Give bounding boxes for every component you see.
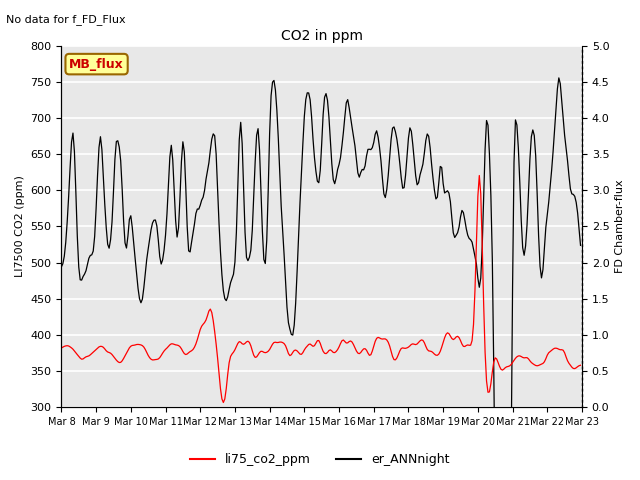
Text: No data for f_FD_Flux: No data for f_FD_Flux — [6, 14, 126, 25]
Legend: li75_co2_ppm, er_ANNnight: li75_co2_ppm, er_ANNnight — [186, 448, 454, 471]
Y-axis label: FD Chamber-flux: FD Chamber-flux — [615, 180, 625, 273]
Text: MB_flux: MB_flux — [69, 58, 124, 71]
Title: CO2 in ppm: CO2 in ppm — [281, 29, 363, 43]
Y-axis label: LI7500 CO2 (ppm): LI7500 CO2 (ppm) — [15, 176, 25, 277]
